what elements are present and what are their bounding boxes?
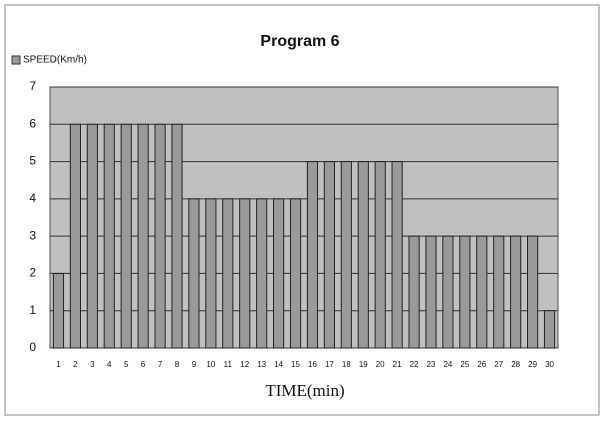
x-axis-title: TIME(min) bbox=[265, 381, 344, 400]
x-tick-label: 1 bbox=[56, 360, 61, 369]
x-tick-label: 30 bbox=[545, 360, 554, 369]
bar bbox=[137, 123, 149, 349]
bar bbox=[459, 235, 471, 349]
bar bbox=[171, 123, 183, 349]
x-tick-label: 19 bbox=[359, 360, 368, 369]
y-tick-label: 1 bbox=[29, 303, 36, 317]
y-tick-label: 6 bbox=[29, 116, 36, 130]
x-tick-label: 22 bbox=[410, 360, 419, 369]
x-tick-label: 8 bbox=[175, 360, 180, 369]
x-tick-label: 25 bbox=[460, 360, 469, 369]
bar bbox=[374, 161, 386, 349]
x-tick-label: 7 bbox=[158, 360, 163, 369]
bar bbox=[273, 198, 285, 349]
x-tick-label: 18 bbox=[342, 360, 351, 369]
x-tick-label: 29 bbox=[528, 360, 537, 369]
x-tick-label: 12 bbox=[240, 360, 249, 369]
x-tick-label: 17 bbox=[325, 360, 334, 369]
y-tick-label: 7 bbox=[29, 79, 36, 93]
bar bbox=[205, 198, 217, 349]
x-tick-label: 16 bbox=[308, 360, 317, 369]
x-tick-label: 27 bbox=[494, 360, 503, 369]
bar bbox=[120, 123, 132, 349]
x-tick-label: 15 bbox=[291, 360, 300, 369]
bar bbox=[289, 198, 302, 349]
bar bbox=[476, 235, 488, 349]
bar bbox=[510, 235, 522, 349]
x-tick-label: 5 bbox=[124, 360, 129, 369]
legend-swatch bbox=[11, 55, 21, 65]
x-tick-label: 21 bbox=[393, 360, 402, 369]
bar bbox=[103, 123, 115, 349]
x-tick-label: 11 bbox=[224, 360, 233, 369]
bar bbox=[442, 235, 454, 349]
x-tick-label: 6 bbox=[141, 360, 146, 369]
legend-label: SPEED(Km/h) bbox=[23, 55, 87, 66]
bar bbox=[340, 161, 352, 349]
x-tick-label: 3 bbox=[90, 360, 95, 369]
bar bbox=[154, 123, 166, 349]
x-tick-label: 4 bbox=[107, 360, 112, 369]
bar bbox=[408, 235, 420, 349]
y-tick-label: 5 bbox=[29, 154, 36, 168]
x-tick-label: 10 bbox=[206, 360, 215, 369]
bar bbox=[425, 235, 437, 349]
bar bbox=[357, 161, 369, 349]
y-tick-label: 3 bbox=[29, 228, 36, 242]
y-tick-label: 4 bbox=[29, 191, 36, 205]
x-tick-label: 13 bbox=[257, 360, 266, 369]
bar bbox=[188, 198, 200, 349]
x-tick-label: 24 bbox=[443, 360, 452, 369]
bar bbox=[239, 198, 251, 349]
bar bbox=[306, 161, 319, 349]
x-tick-label: 2 bbox=[73, 360, 78, 369]
x-tick-label: 14 bbox=[274, 360, 283, 369]
y-tick-label: 0 bbox=[29, 340, 36, 354]
bar bbox=[256, 198, 268, 349]
bar bbox=[69, 123, 81, 349]
bar bbox=[86, 123, 98, 349]
bar bbox=[543, 310, 556, 349]
x-tick-label: 28 bbox=[511, 360, 520, 369]
y-tick-label: 2 bbox=[29, 266, 36, 280]
chart-title: Program 6 bbox=[260, 33, 339, 50]
x-tick-label: 23 bbox=[427, 360, 436, 369]
bar bbox=[222, 198, 234, 349]
x-tick-label: 9 bbox=[192, 360, 197, 369]
bar bbox=[527, 235, 539, 349]
bar bbox=[323, 161, 335, 349]
x-tick-label: 26 bbox=[477, 360, 486, 369]
x-tick-label: 20 bbox=[376, 360, 385, 369]
plot-area bbox=[49, 86, 559, 349]
bar bbox=[493, 235, 505, 349]
bar bbox=[391, 161, 403, 349]
bar bbox=[52, 272, 65, 349]
